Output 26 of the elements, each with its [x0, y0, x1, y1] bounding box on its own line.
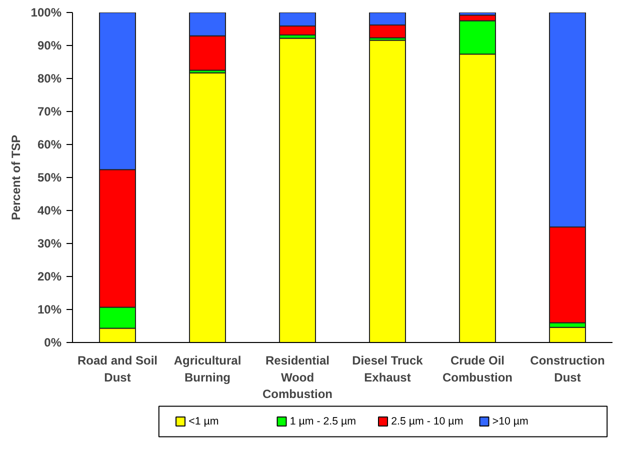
y-tick-label: 90% — [37, 38, 62, 52]
bar — [189, 72, 226, 342]
y-tick-label: 70% — [37, 104, 62, 118]
legend-label: >10 µm — [492, 416, 529, 428]
y-tick-label: 60% — [37, 138, 62, 152]
x-tick-label: Crude Oil Combustion — [442, 354, 513, 384]
x-tick-label: Residential Wood Combustion — [262, 354, 333, 402]
bar — [369, 40, 406, 342]
bar — [549, 326, 586, 342]
y-tick-label: 10% — [37, 302, 62, 316]
legend-label: <1 µm — [188, 416, 219, 428]
y-tick-label: 20% — [37, 270, 62, 284]
y-tick-label: 0% — [44, 336, 62, 350]
y-tick-label: 100% — [30, 6, 62, 20]
x-tick-label: Road and Soil Dust — [78, 354, 158, 384]
y-tick-label: 50% — [37, 170, 62, 184]
bar — [279, 38, 316, 342]
x-tick-label: Agricultural Burning — [174, 354, 242, 384]
y-axis-title: Percent of TSP — [8, 134, 23, 220]
x-tick-label: Diesel Truck Exhaust — [352, 354, 424, 384]
y-tick-label: 40% — [37, 204, 62, 218]
y-tick-label: 80% — [37, 72, 62, 86]
legend-label: 2.5 µm - 10 µm — [391, 416, 464, 428]
x-tick-label: Construction Dust — [530, 354, 605, 384]
y-tick-label: 30% — [37, 236, 62, 250]
legend-label: 1 µm - 2.5 µm — [290, 416, 356, 428]
